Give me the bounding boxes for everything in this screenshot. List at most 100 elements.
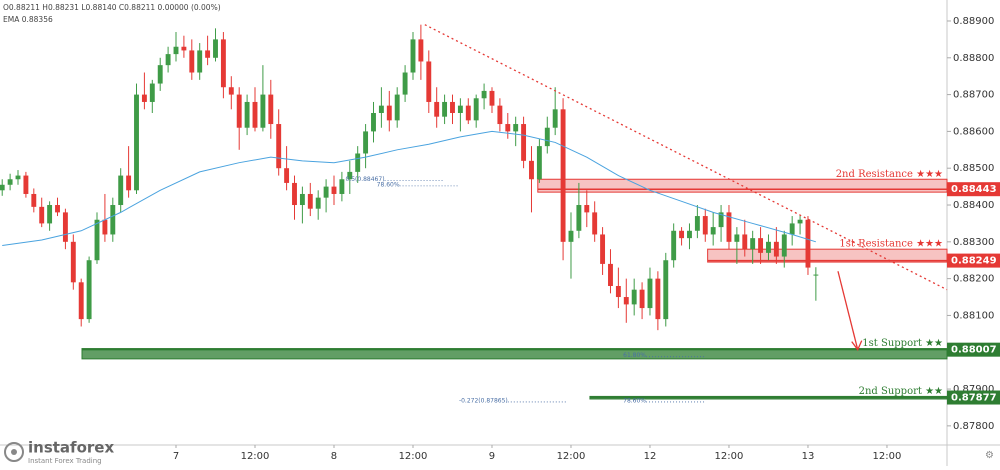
candle-body bbox=[766, 241, 771, 253]
logo-icon-dot bbox=[11, 449, 17, 455]
price-badge bbox=[947, 182, 1000, 197]
candle-body bbox=[623, 297, 629, 305]
candle-body bbox=[615, 285, 621, 298]
candle-body bbox=[363, 131, 369, 154]
candle-body bbox=[339, 179, 345, 194]
candle-body bbox=[15, 175, 21, 180]
x-tick-label: 8 bbox=[331, 451, 337, 462]
candle-body bbox=[134, 94, 139, 191]
candle-body bbox=[544, 127, 550, 147]
x-tick-label: 7 bbox=[173, 451, 179, 462]
candle-body bbox=[781, 234, 787, 257]
candle-body bbox=[584, 205, 590, 213]
candle-body bbox=[70, 241, 76, 283]
y-tick-label: 0.88600 bbox=[953, 126, 994, 137]
price-badge-label: 0.87877 bbox=[951, 393, 997, 404]
candle-body bbox=[315, 197, 321, 209]
candle-body bbox=[568, 230, 574, 242]
candle-body bbox=[292, 182, 297, 206]
candle-body bbox=[489, 90, 495, 106]
candle-body bbox=[560, 109, 566, 242]
y-tick-label: 0.88900 bbox=[953, 16, 994, 27]
arrow-head bbox=[851, 340, 863, 351]
candle-body bbox=[813, 274, 819, 276]
x-tick-label: 12:00 bbox=[715, 451, 744, 462]
candle-body bbox=[600, 234, 606, 264]
candle-body bbox=[694, 216, 700, 231]
candle-body bbox=[268, 94, 274, 125]
candle-body bbox=[726, 212, 732, 242]
candle-body bbox=[702, 216, 708, 235]
candle-body bbox=[758, 238, 764, 253]
candle-body bbox=[260, 94, 266, 128]
x-tick-label: 9 bbox=[489, 451, 495, 462]
candle-body bbox=[7, 179, 13, 185]
candle-body bbox=[94, 219, 100, 261]
candle-body bbox=[23, 175, 29, 194]
candle-body bbox=[410, 39, 416, 73]
settings-icon[interactable]: ⚙ bbox=[985, 450, 994, 461]
candle-body bbox=[497, 105, 503, 125]
candle-body bbox=[576, 205, 582, 231]
candle-body bbox=[165, 54, 171, 66]
candle-body bbox=[687, 230, 692, 239]
y-tick-label: 0.88100 bbox=[953, 310, 994, 321]
candle-body bbox=[418, 39, 424, 62]
ema-line bbox=[2, 130, 817, 247]
candle-body bbox=[631, 289, 637, 305]
candle-body bbox=[679, 230, 685, 239]
fib-label: -0.272(0.87865) bbox=[459, 397, 508, 404]
candle-body bbox=[244, 101, 250, 128]
y-tick-label: 0.88800 bbox=[953, 53, 994, 64]
x-tick-label: 12:00 bbox=[873, 451, 902, 462]
candle-body bbox=[102, 219, 108, 235]
candle-body bbox=[181, 46, 187, 51]
candle-body bbox=[797, 219, 803, 224]
candle-body bbox=[536, 146, 542, 180]
candle-body bbox=[307, 193, 313, 209]
candle-body bbox=[228, 87, 234, 95]
fib-label: 78.60% bbox=[377, 181, 400, 188]
candle-body bbox=[592, 212, 598, 235]
price-badge-label: 0.88249 bbox=[951, 256, 997, 267]
candle-body bbox=[141, 94, 147, 102]
candle-body bbox=[655, 278, 661, 320]
fib-label: 0.5(0.88467) bbox=[346, 176, 385, 183]
candle-body bbox=[450, 101, 455, 113]
candle-body bbox=[513, 124, 519, 132]
candle-body bbox=[402, 72, 408, 95]
y-tick-label: 0.88700 bbox=[953, 90, 994, 101]
x-tick-label: 12:00 bbox=[399, 451, 428, 462]
candle-body bbox=[0, 184, 5, 191]
y-tick-label: 0.87900 bbox=[953, 384, 994, 395]
price-badge bbox=[947, 342, 1000, 357]
candle-body bbox=[426, 61, 432, 102]
candle-body bbox=[789, 223, 795, 235]
candle-body bbox=[331, 186, 337, 194]
candle-body bbox=[205, 50, 211, 58]
candle-body bbox=[710, 227, 716, 235]
logo-name: instaforex bbox=[28, 439, 114, 457]
candle-body bbox=[529, 160, 534, 180]
candle-body bbox=[505, 124, 511, 132]
y-tick-label: 0.88400 bbox=[953, 200, 994, 211]
x-tick-label: 12 bbox=[644, 451, 657, 462]
logo-tagline: Instant Forex Trading bbox=[28, 457, 102, 465]
y-tick-label: 0.88500 bbox=[953, 163, 994, 174]
candle-body bbox=[442, 101, 448, 117]
candle-body bbox=[173, 46, 179, 55]
y-tick-label: 0.87800 bbox=[953, 421, 994, 432]
level-label: 1st Resistance ★★★ bbox=[839, 239, 943, 250]
ema-header: EMA 0.88356 bbox=[3, 15, 53, 24]
candle-body bbox=[31, 193, 37, 207]
candle-body bbox=[299, 193, 305, 206]
candle-body bbox=[220, 39, 226, 88]
candle-body bbox=[639, 289, 645, 309]
candle-body bbox=[773, 241, 779, 257]
level-label: 2nd Resistance ★★★ bbox=[836, 169, 943, 180]
candle-body bbox=[663, 260, 669, 320]
candle-body bbox=[386, 105, 392, 121]
candle-body bbox=[647, 278, 653, 309]
candle-body bbox=[55, 205, 60, 213]
fib-label: 78.60% bbox=[623, 397, 646, 404]
